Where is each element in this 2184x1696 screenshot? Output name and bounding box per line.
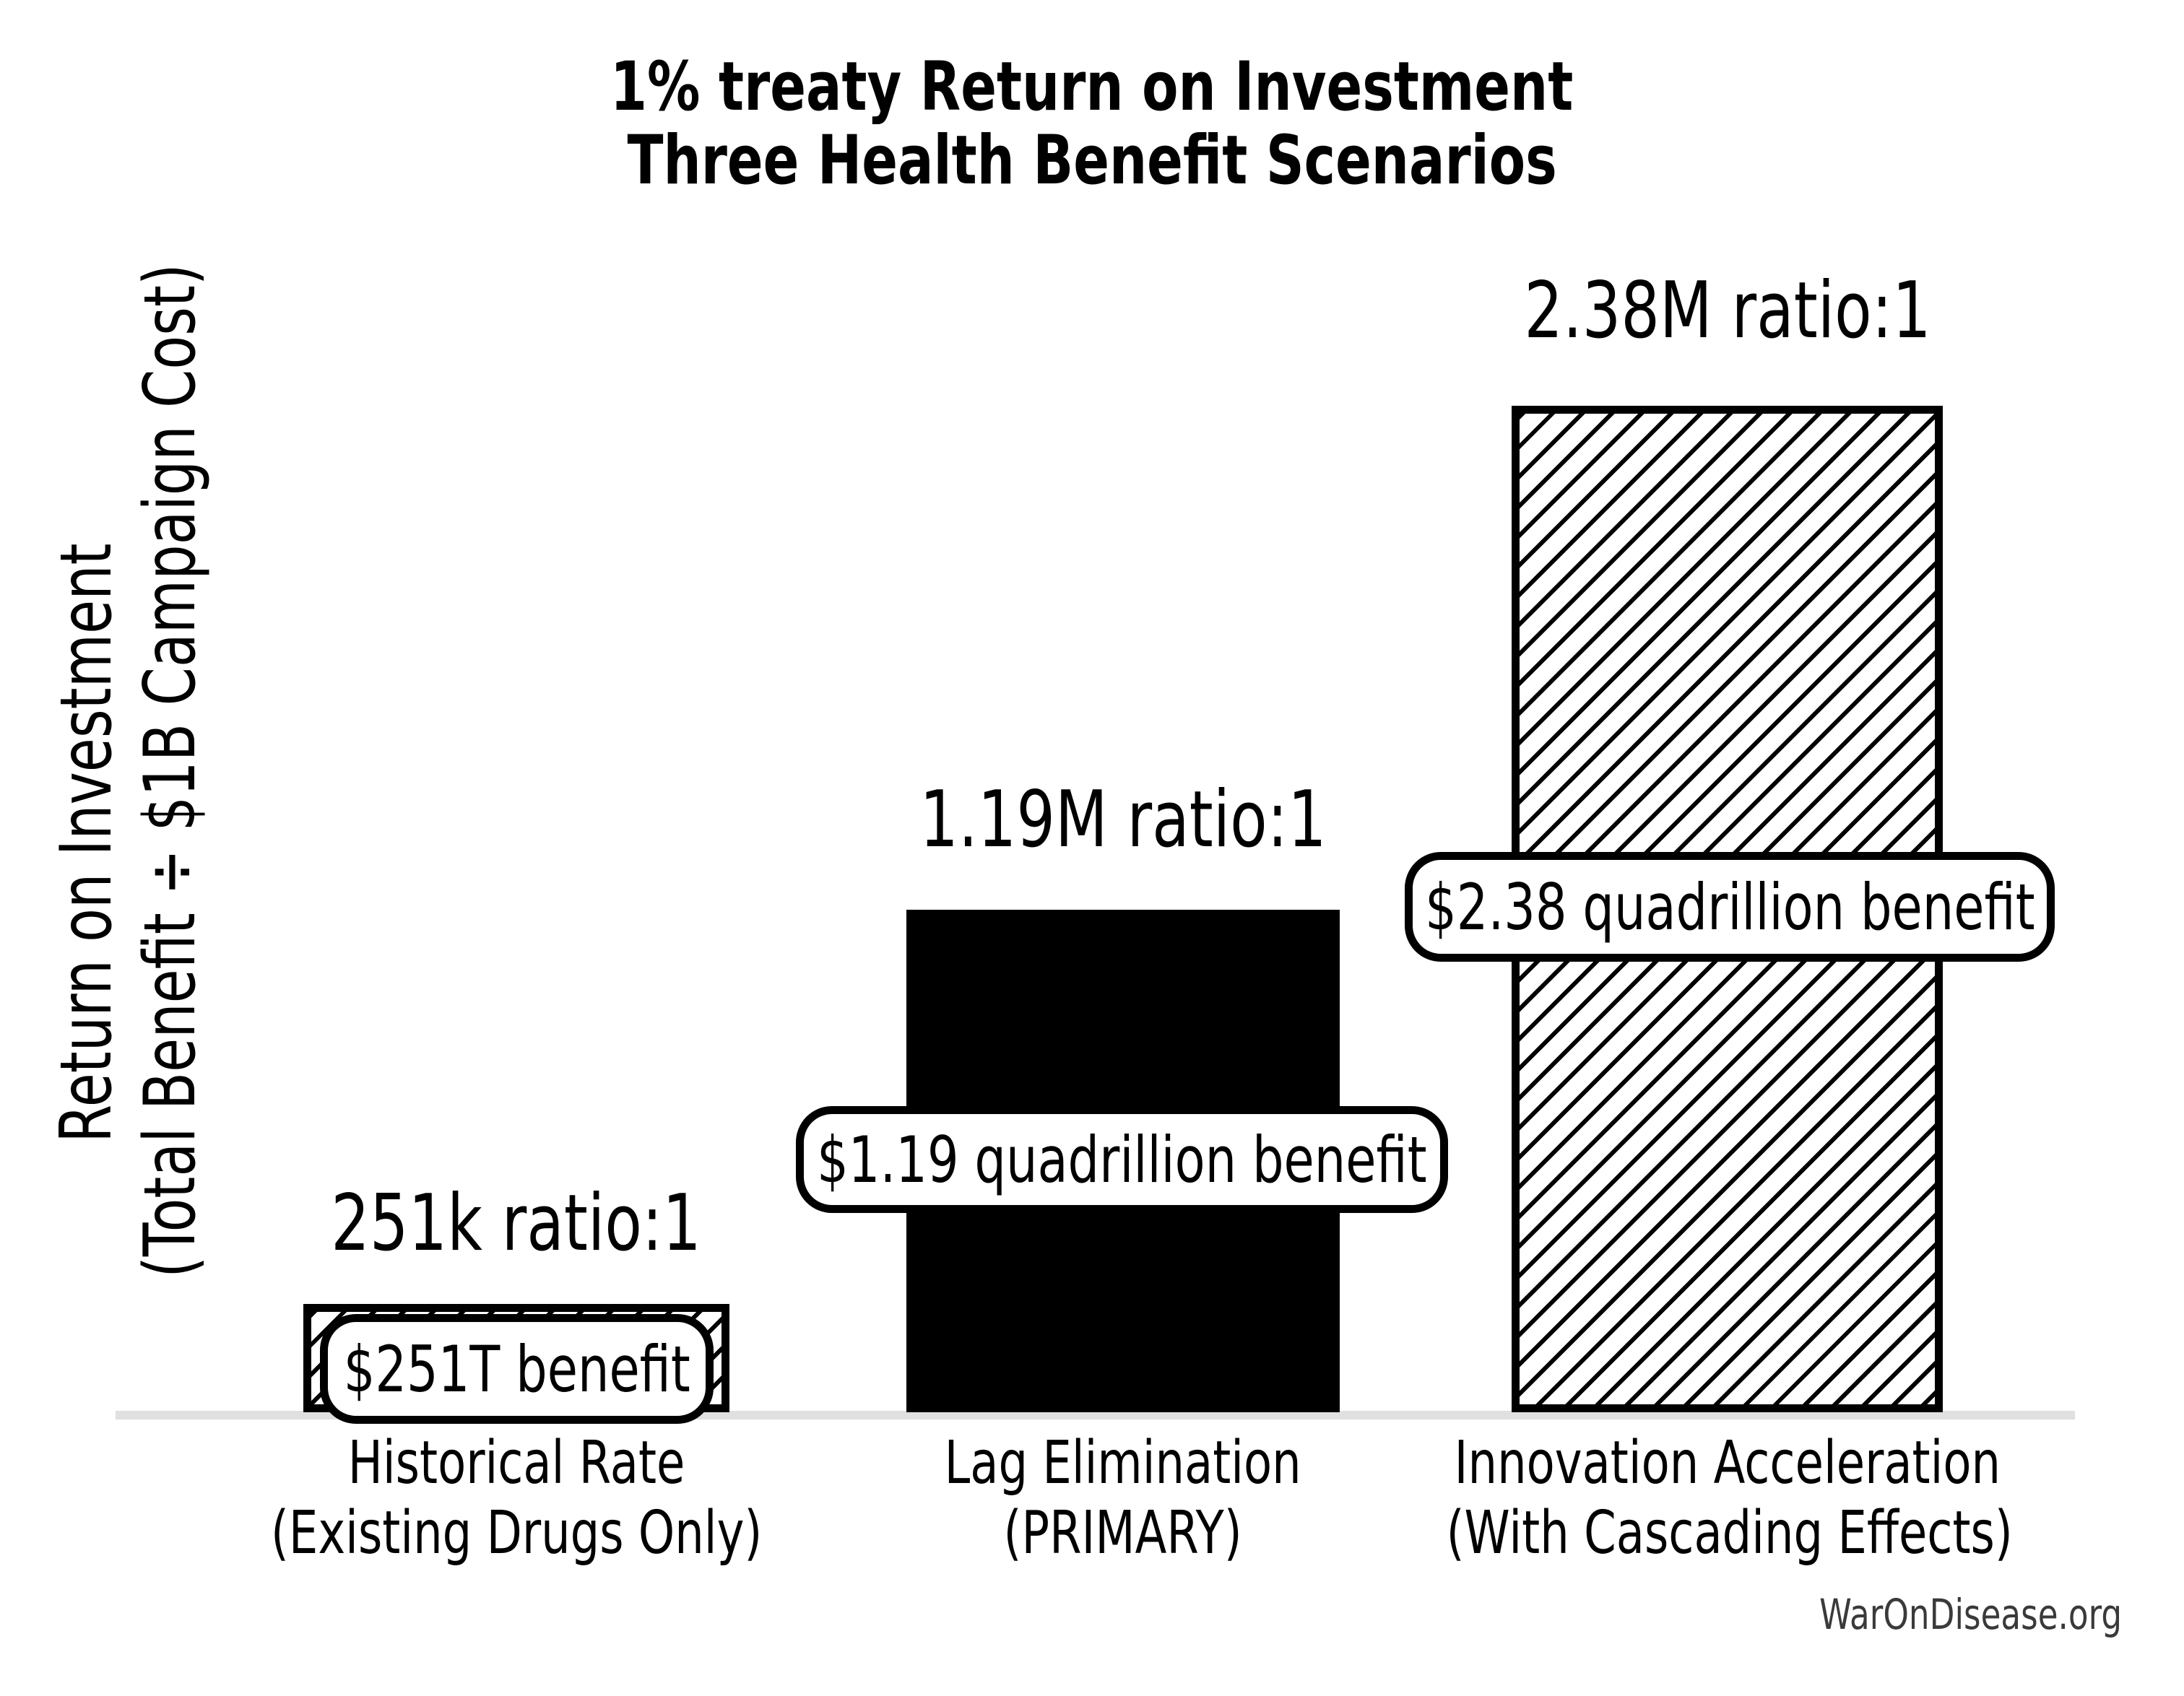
category-label-lag-elimination: Lag Elimination (PRIMARY) bbox=[762, 1428, 1484, 1568]
category-label-innovation-acceleration: Innovation Acceleration (With Cascading … bbox=[1366, 1428, 2089, 1568]
chart-title-line1: 1% treaty Return on Investment bbox=[610, 48, 1574, 126]
benefit-annotation-historical-rate: $251T benefit bbox=[320, 1314, 714, 1424]
category-label-line2: (Existing Drugs Only) bbox=[270, 1499, 763, 1567]
benefit-annotation-innovation-acceleration: $2.38 quadrillion benefit bbox=[1405, 852, 2055, 962]
category-label-line2: (With Cascading Effects) bbox=[1446, 1499, 2013, 1567]
category-label-historical-rate: Historical Rate (Existing Drugs Only) bbox=[155, 1428, 878, 1568]
category-label-line1: Historical Rate bbox=[347, 1429, 685, 1497]
ratio-label-historical-rate: 251k ratio:1 bbox=[331, 1178, 702, 1269]
chart-title: 1% treaty Return on Investment Three Hea… bbox=[0, 51, 2184, 198]
category-label-line1: Innovation Acceleration bbox=[1454, 1429, 2001, 1497]
y-axis-label: Return on Investment (Total Benefit ÷ $1… bbox=[45, 264, 212, 1421]
category-label-line2: (PRIMARY) bbox=[1003, 1499, 1243, 1567]
benefit-annotation-lag-elimination: $1.19 quadrillion benefit bbox=[796, 1106, 1448, 1213]
category-label-line1: Lag Elimination bbox=[944, 1429, 1302, 1497]
chart-title-line2: Three Health Benefit Scenarios bbox=[627, 121, 1557, 200]
y-axis-label-line1: Return on Investment bbox=[46, 543, 128, 1144]
watermark: WarOnDisease.org bbox=[1819, 1590, 2122, 1639]
ratio-label-lag-elimination: 1.19M ratio:1 bbox=[919, 775, 1327, 865]
ratio-label-innovation-acceleration: 2.38M ratio:1 bbox=[1524, 266, 1931, 356]
